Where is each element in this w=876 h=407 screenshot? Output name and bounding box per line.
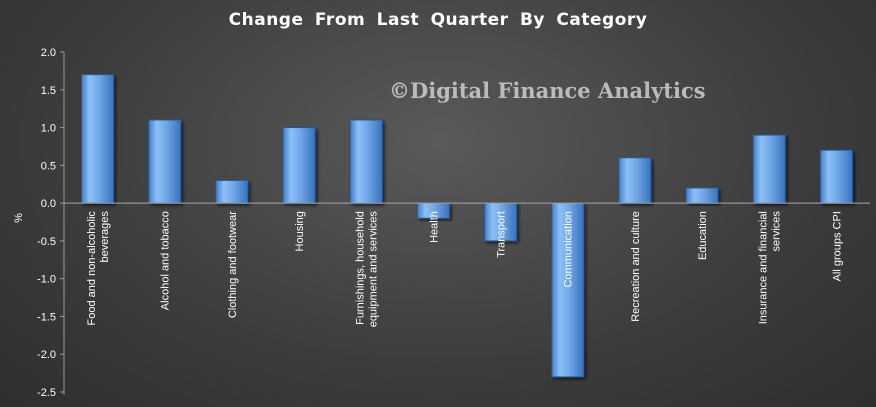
bar	[282, 127, 316, 204]
x-category-label: Alcohol and tobacco	[160, 211, 172, 310]
y-tick-label: -2.5	[37, 387, 56, 399]
bar	[685, 187, 719, 204]
chart-title: Change From Last Quarter By Category	[228, 10, 648, 30]
bars-group	[81, 74, 853, 378]
x-category-label: services	[771, 211, 783, 252]
bar	[349, 119, 383, 204]
bar	[215, 179, 249, 204]
y-tick-group: 2.0 1.5 1.0 0.5 0.0 -0.5 -1.0 -1.5 -2.0 -2.5	[37, 47, 64, 399]
y-tick-label: 0.0	[41, 198, 56, 210]
x-category-label: Health	[428, 211, 440, 243]
x-category-label: Transport	[496, 211, 508, 258]
x-category-label: equipment and services	[368, 211, 380, 328]
x-category-label: Housing	[294, 211, 306, 251]
bar	[81, 74, 115, 204]
bar	[484, 202, 518, 242]
bar	[618, 157, 652, 204]
bar	[551, 202, 585, 378]
x-category-label: Food and non-alcoholic	[86, 211, 98, 326]
y-tick-label: -1.5	[37, 311, 56, 323]
y-tick-label: -0.5	[37, 236, 56, 248]
x-category-label: Insurance and financial	[758, 211, 770, 324]
bar	[148, 119, 182, 204]
y-tick-label: -1.0	[37, 274, 56, 286]
x-category-label: Clothing and footwear	[227, 211, 239, 318]
y-tick-label: 0.5	[41, 160, 56, 172]
x-category-label: Furnishings, household	[355, 211, 367, 325]
x-category-label: Communication	[563, 211, 575, 287]
y-tick-label: 1.0	[41, 123, 56, 135]
x-category-label: beverages	[99, 211, 111, 263]
x-category-label: Recreation and culture	[630, 211, 642, 322]
x-category-label: Education	[697, 211, 709, 260]
y-tick-label: 1.5	[41, 85, 56, 97]
bar	[752, 134, 786, 204]
bar	[819, 149, 853, 204]
y-tick-label: 2.0	[41, 47, 56, 59]
x-category-label: All groups CPI	[831, 211, 843, 281]
y-tick-label: -2.0	[37, 349, 56, 361]
watermark-text: ©Digital Finance Analytics	[389, 78, 706, 103]
x-label-group: Food and non-alcoholic beverages Alcohol a…	[86, 211, 843, 328]
